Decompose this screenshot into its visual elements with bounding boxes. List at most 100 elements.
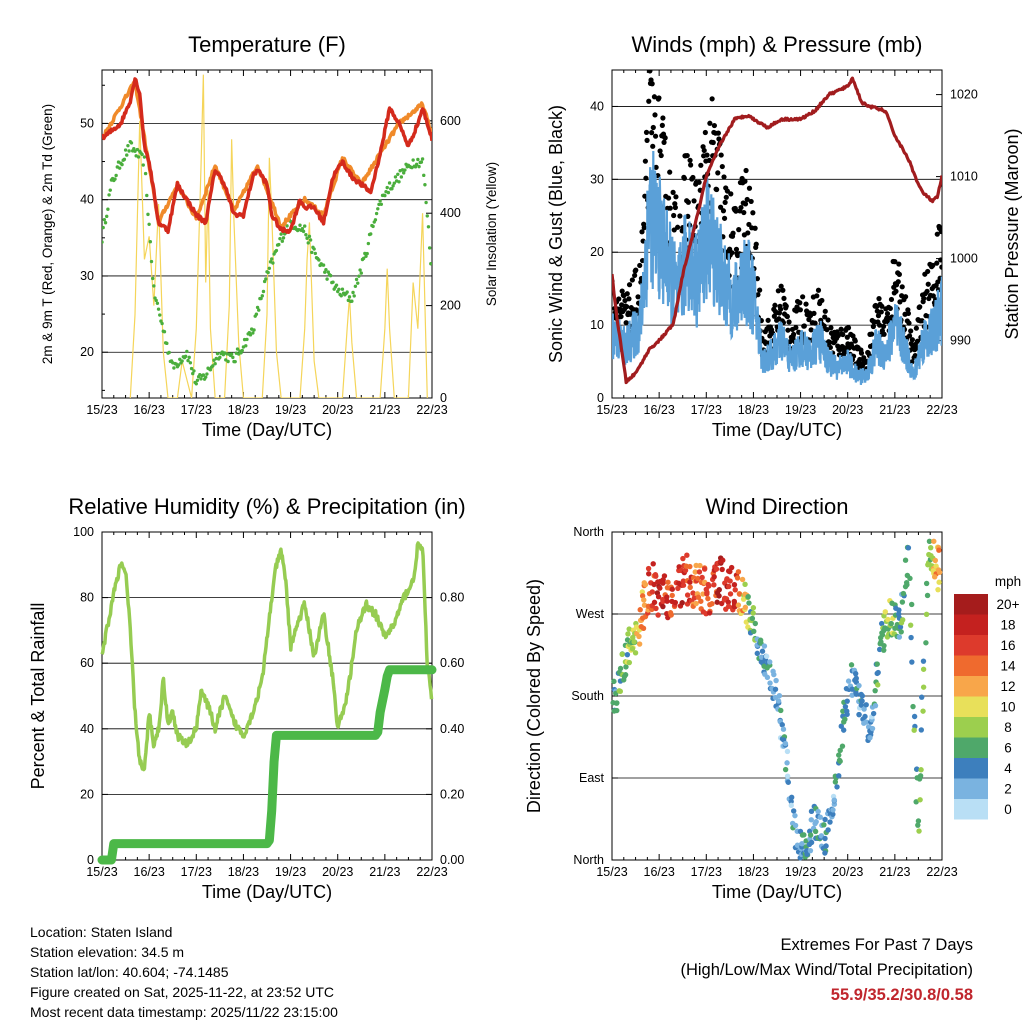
dir-ytick-label: South bbox=[571, 689, 604, 703]
direction-point bbox=[619, 651, 625, 657]
gust-point bbox=[707, 120, 713, 126]
gust-point bbox=[690, 174, 696, 181]
hum-y2tick-label: 0.40 bbox=[440, 722, 464, 736]
direction-point bbox=[874, 661, 880, 667]
gust-point bbox=[784, 313, 790, 320]
direction-point bbox=[705, 581, 711, 588]
direction-point bbox=[782, 740, 789, 747]
dewpoint-point bbox=[178, 357, 182, 361]
dewpoint-point bbox=[218, 355, 222, 360]
direction-point bbox=[776, 693, 783, 699]
hum-plot-area bbox=[97, 541, 437, 865]
dewpoint-point bbox=[143, 171, 148, 176]
gust-point bbox=[698, 162, 704, 168]
gust-point bbox=[743, 167, 749, 174]
direction-point bbox=[788, 802, 794, 809]
dewpoint-point bbox=[397, 180, 401, 184]
dewpoint-point bbox=[135, 147, 140, 152]
direction-point bbox=[908, 634, 914, 641]
direction-point bbox=[767, 659, 773, 665]
direction-point bbox=[735, 569, 742, 575]
gust-point bbox=[827, 339, 833, 345]
dewpoint-point bbox=[300, 226, 305, 231]
direction-point bbox=[876, 646, 883, 653]
gust-point bbox=[722, 199, 728, 206]
direction-point bbox=[821, 822, 827, 828]
direction-point bbox=[837, 747, 843, 754]
dewpoint-point bbox=[264, 277, 268, 281]
temp-title: Temperature (F) bbox=[188, 32, 346, 57]
wind-ylabel: Sonic Wind & Gust (Blue, Black) bbox=[546, 105, 566, 363]
direction-point bbox=[920, 666, 927, 672]
dewpoint-point bbox=[331, 280, 335, 284]
humidity-line bbox=[100, 541, 434, 772]
hum-ylabel: Percent & Total Rainfall bbox=[28, 603, 48, 790]
gust-point bbox=[637, 262, 643, 269]
gust-point bbox=[878, 309, 884, 315]
direction-point bbox=[908, 601, 915, 608]
direction-point bbox=[867, 734, 873, 741]
direction-point bbox=[832, 779, 839, 785]
direction-point bbox=[680, 578, 687, 584]
direction-point bbox=[822, 850, 828, 856]
dewpoint-point bbox=[358, 268, 362, 272]
direction-point bbox=[931, 574, 938, 580]
direction-point bbox=[649, 589, 656, 595]
direction-point bbox=[731, 581, 738, 588]
direction-point bbox=[657, 585, 663, 591]
gust-point bbox=[659, 122, 665, 128]
dewpoint-point bbox=[148, 239, 153, 244]
gust-point bbox=[647, 70, 653, 74]
dewpoint-point bbox=[307, 234, 312, 239]
direction-point bbox=[695, 594, 702, 600]
direction-point bbox=[932, 557, 939, 564]
gust-point bbox=[673, 194, 679, 200]
dewpoint-point bbox=[373, 218, 378, 222]
direction-point bbox=[844, 711, 850, 718]
gust-point bbox=[852, 338, 858, 344]
gust-point bbox=[642, 158, 648, 164]
gust-point bbox=[884, 311, 891, 317]
gust-point bbox=[629, 277, 635, 283]
dewpoint-point bbox=[240, 348, 244, 353]
gust-point bbox=[874, 308, 880, 314]
direction-point bbox=[626, 626, 632, 632]
dir-plot-area bbox=[610, 538, 943, 861]
dewpoint-point bbox=[129, 141, 134, 145]
gust-point bbox=[757, 287, 763, 293]
direction-point bbox=[669, 592, 675, 599]
colorbar-label: 14 bbox=[1000, 659, 1016, 674]
direction-point bbox=[920, 684, 927, 690]
temp-xtick-label: 22/23 bbox=[416, 403, 447, 417]
gust-point bbox=[912, 353, 918, 359]
dewpoint-point bbox=[339, 294, 343, 298]
gust-point bbox=[938, 257, 942, 263]
direction-point bbox=[808, 817, 814, 823]
direction-point bbox=[859, 693, 866, 699]
direction-point bbox=[704, 589, 710, 596]
direction-point bbox=[687, 584, 693, 590]
direction-point bbox=[672, 599, 679, 606]
direction-point bbox=[897, 624, 904, 630]
hum-y2tick-label: 0.00 bbox=[440, 853, 464, 867]
wind-xtick-label: 15/23 bbox=[596, 403, 627, 417]
wind-ytick-label: 40 bbox=[590, 99, 604, 113]
dewpoint-point bbox=[393, 175, 398, 179]
hum-title: Relative Humidity (%) & Precipitation (i… bbox=[68, 494, 465, 519]
direction-point bbox=[936, 569, 943, 576]
direction-point bbox=[734, 575, 741, 581]
direction-point bbox=[716, 593, 722, 599]
gust-point bbox=[643, 175, 649, 181]
gust-point bbox=[661, 139, 667, 145]
direction-point bbox=[935, 586, 941, 593]
direction-point bbox=[907, 622, 914, 628]
insolation-line bbox=[129, 74, 428, 398]
gust-point bbox=[895, 279, 901, 285]
dewpoint-point bbox=[304, 233, 308, 237]
direction-point bbox=[742, 604, 749, 611]
direction-point bbox=[660, 598, 666, 604]
gust-point bbox=[616, 296, 622, 302]
direction-point bbox=[852, 670, 859, 677]
dewpoint-point bbox=[376, 207, 380, 211]
direction-point bbox=[692, 569, 698, 575]
